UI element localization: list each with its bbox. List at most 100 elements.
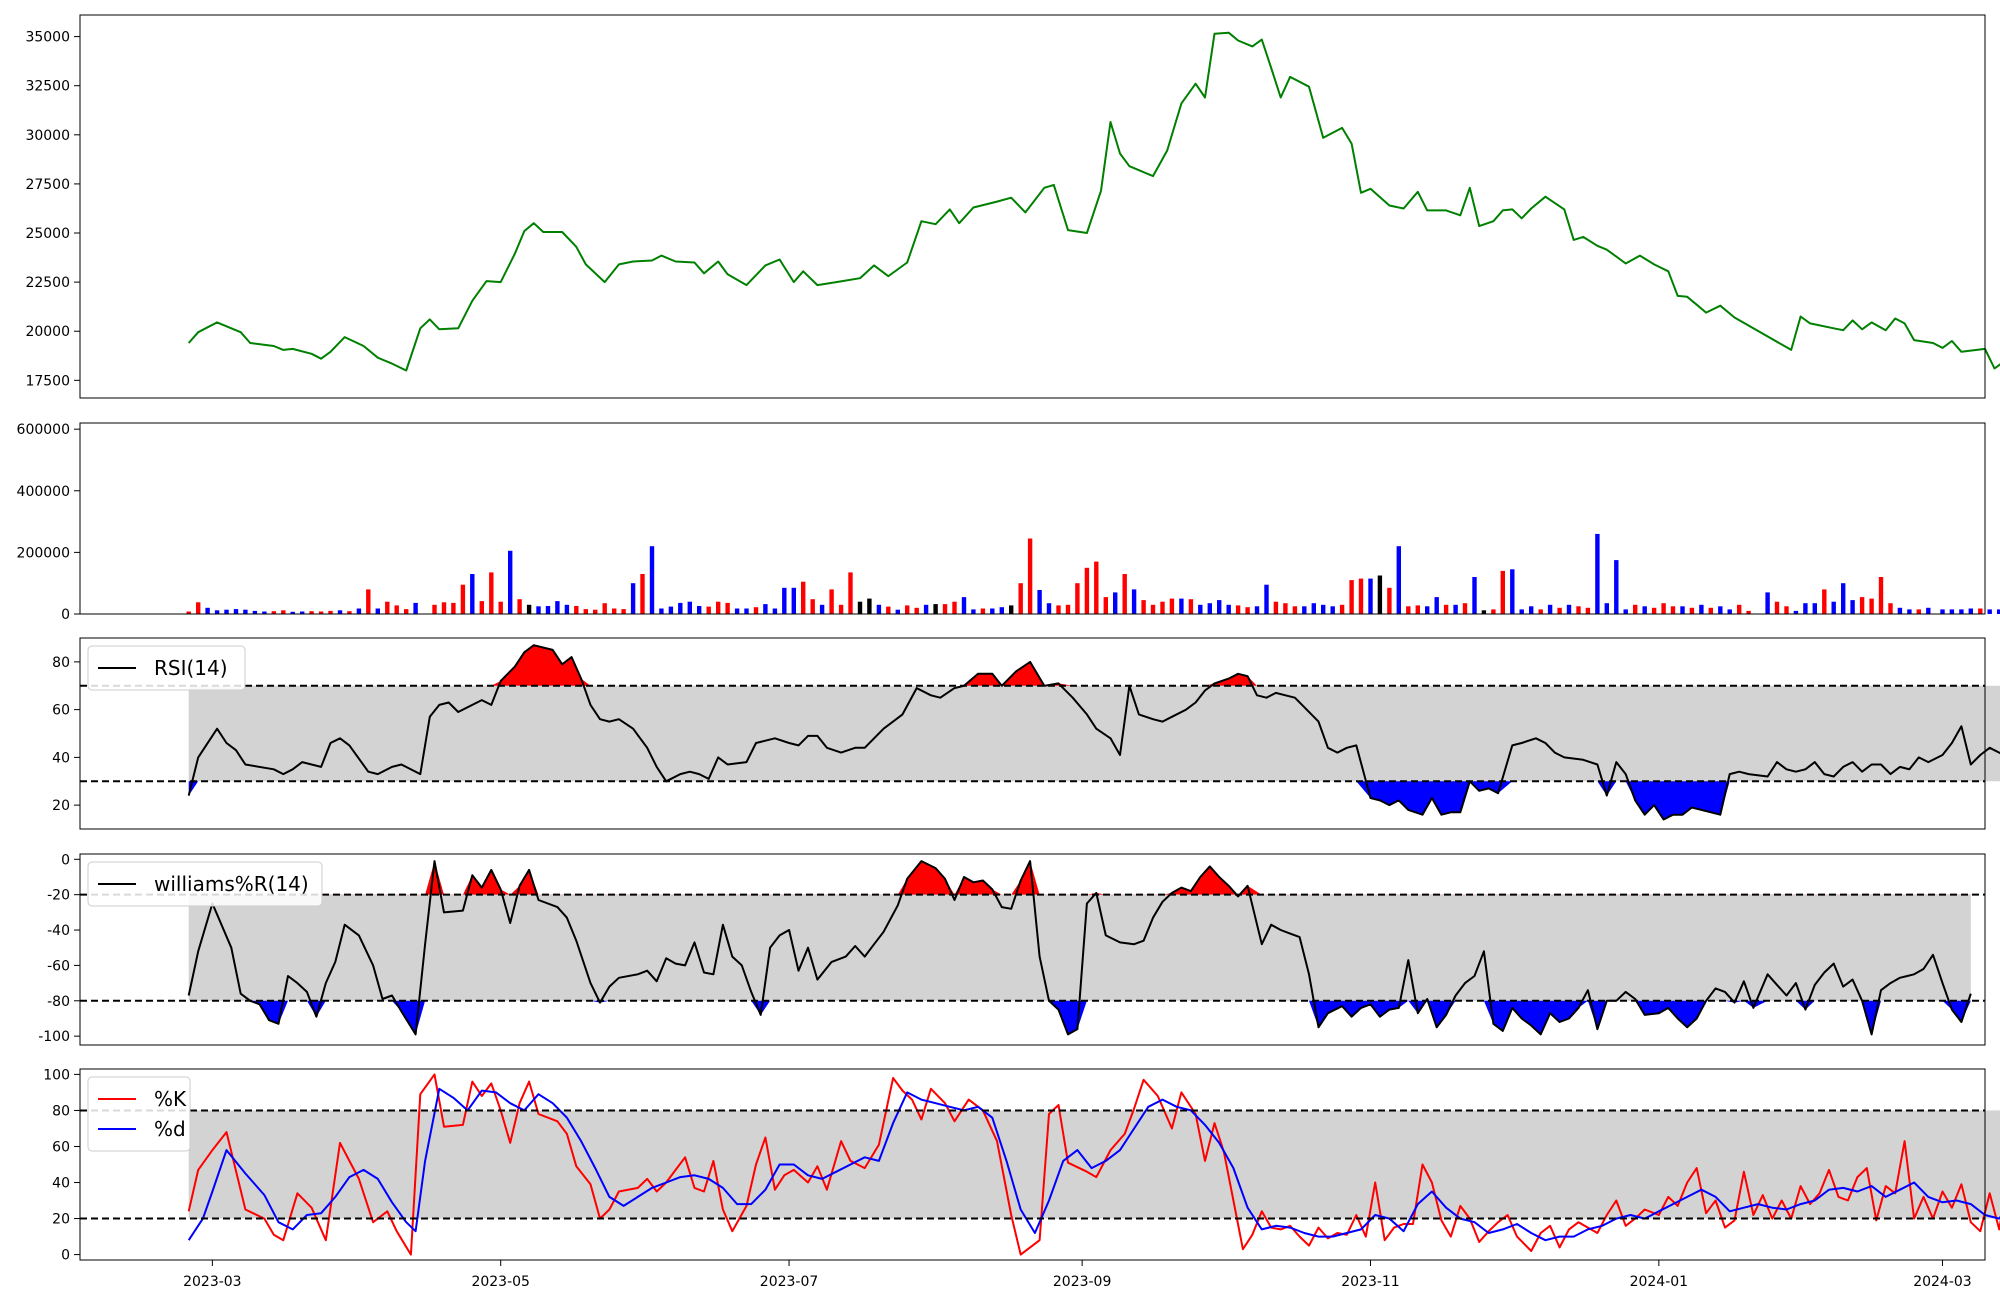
volume-bar [546,606,550,614]
volume-bar [1680,606,1684,614]
volume-bar [1482,610,1486,614]
volume-bar [1661,603,1665,614]
volume-bar [603,603,607,614]
williams_r-ytick-label: -20 [47,888,70,904]
volume-bar [1217,600,1221,614]
volume-bar [773,609,777,615]
xtick-label: 2023-07 [760,1274,819,1290]
volume-bar [338,610,342,614]
volume-bar [442,602,446,614]
volume-bar [1123,574,1127,614]
volume-bar [1737,605,1741,614]
stochastic-band [189,1110,2000,1218]
volume-bar [1850,600,1854,614]
williams_r-legend: williams%R(14) [88,862,322,906]
volume-bar [1671,606,1675,614]
volume-bar [1056,605,1060,614]
volume-bar [1349,580,1353,614]
volume-bar [782,588,786,614]
volume-bar [801,582,805,614]
volume-bar [1019,583,1023,614]
volume-bar [480,601,484,614]
volume-bar [915,608,919,614]
volume-bar [725,603,729,614]
volume-bar [1227,605,1231,614]
volume-bar [858,602,862,614]
rsi-legend: RSI(14) [88,646,245,690]
volume-bar [962,597,966,614]
price-ytick-label: 27500 [25,177,70,193]
volume-bar [763,604,767,614]
volume-bar [1000,607,1004,614]
volume-bar [1803,603,1807,614]
volume-bar [593,610,597,614]
volume-bar [1491,609,1495,614]
volume-bar [1775,602,1779,614]
volume-ytick-label: 600000 [17,422,70,438]
volume-bar [1539,609,1543,614]
volume-ytick-label: 0 [61,607,70,623]
volume-bar [1283,603,1287,614]
volume-bar [565,605,569,614]
volume-bar [281,610,285,614]
volume-bar [1860,597,1864,614]
volume-bar [707,607,711,614]
williams_r-ytick-label: -40 [47,923,70,939]
volume-bar [621,609,625,614]
volume-bar [1104,597,1108,614]
volume-bar [697,606,701,614]
volume-bar [1614,560,1618,614]
volume-bar [1141,600,1145,614]
volume-bar [943,604,947,614]
volume-bar [461,585,465,614]
volume-bar [1444,605,1448,614]
volume-bar [1869,599,1873,614]
williams_r-ytick-label: 0 [61,852,70,868]
volume-bar [1765,592,1769,614]
stochastic-ytick-label: 0 [61,1248,70,1264]
volume-bar [1189,599,1193,614]
volume-bar [924,605,928,614]
rsi-overbought-fill [189,645,2000,686]
volume-bar [1085,568,1089,614]
volume-bar [224,610,228,614]
volume-bar [650,546,654,614]
volume-bar [1435,597,1439,614]
stochastic-legend-label: %K [154,1087,187,1111]
volume-bar [499,602,503,614]
volume-bar [357,609,361,615]
volume-bar [1170,599,1174,614]
volume-bar [669,607,673,614]
volume-bar [1066,605,1070,614]
volume-bar [376,609,380,615]
volume-bar [1699,605,1703,614]
volume-bar [933,604,937,614]
stochastic-legend: %K%d [88,1077,190,1151]
stochastic-ytick-label: 40 [52,1176,70,1192]
volume-bar [1784,606,1788,614]
volume-bar [470,574,474,614]
rsi-ytick-label: 40 [52,750,70,766]
volume-bar [1548,605,1552,614]
volume-bar [1151,605,1155,614]
volume-bar [877,605,881,614]
volume-bar [754,607,758,614]
volume-bar [366,589,370,614]
volume-bar [1208,603,1212,614]
volume-bar [1907,609,1911,614]
rsi-band [189,686,2000,782]
volume-bar [716,602,720,614]
volume-bar [1510,569,1514,614]
volume-bar [1898,608,1902,614]
xtick-label: 2023-11 [1341,1274,1400,1290]
volume-bar [536,606,540,614]
volume-bar [1094,562,1098,614]
volume-bar [1359,579,1363,614]
volume-bar [1567,605,1571,614]
volume-bar [981,609,985,615]
volume-ytick-label: 400000 [17,484,70,500]
volume-bar [640,574,644,614]
volume-bar [1605,603,1609,614]
volume-bar [1978,609,1982,615]
